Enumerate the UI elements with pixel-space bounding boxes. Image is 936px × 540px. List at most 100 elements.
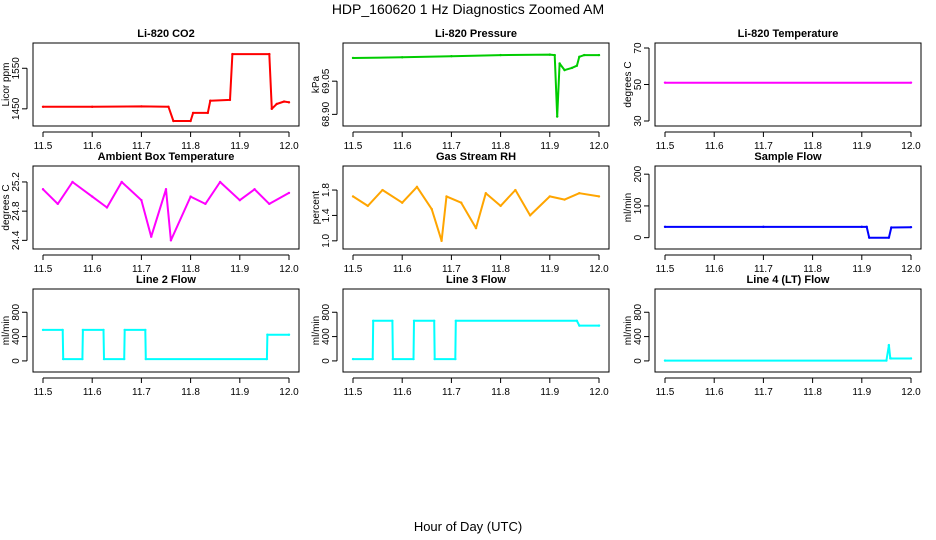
panel-title: Sample Flow <box>754 151 822 163</box>
data-point <box>253 188 256 191</box>
panel-title: Li-820 CO2 <box>137 28 194 40</box>
x-tick-label: 12.0 <box>901 387 921 398</box>
x-tick-label: 11.9 <box>852 387 871 398</box>
x-tick-label: 11.5 <box>34 141 53 152</box>
plot-frame <box>654 165 922 250</box>
x-tick-label: 11.5 <box>656 387 675 398</box>
y-tick-label: 0 <box>633 358 644 364</box>
data-point <box>140 199 143 202</box>
data-point <box>909 357 913 360</box>
data-point <box>887 236 891 239</box>
x-tick-label: 12.0 <box>589 387 609 398</box>
data-point <box>450 54 453 58</box>
data-point <box>528 214 532 217</box>
data-point <box>474 226 478 230</box>
data-point <box>663 225 667 229</box>
x-tick-label: 11.5 <box>344 141 363 152</box>
y-tick-label: 800 <box>11 303 22 320</box>
panel-title: Line 3 Flow <box>446 274 506 286</box>
y-axis-label: Licor ppm <box>1 63 12 107</box>
data-point <box>415 185 419 189</box>
x-tick-label: 11.6 <box>705 141 724 152</box>
data-point <box>218 180 222 184</box>
data-point <box>381 188 384 192</box>
data-point <box>762 225 765 229</box>
data-point <box>351 56 355 60</box>
x-tick-label: 11.9 <box>540 387 559 398</box>
data-point <box>102 357 106 361</box>
data-point <box>120 180 123 184</box>
x-tick-label: 12.0 <box>901 264 921 275</box>
data-point <box>432 319 436 322</box>
x-tick-label: 11.6 <box>393 264 412 275</box>
x-tick-label: 12.0 <box>589 141 609 152</box>
x-tick-label: 11.7 <box>442 141 461 152</box>
data-point <box>270 107 273 111</box>
y-tick-label: 1.4 <box>321 208 332 222</box>
panel-line-2-flow: Line 2 Flow 11.5 11.6 11.7 11.8 11.9 12.0 0 400 8… <box>1 274 300 398</box>
y-axis-label: ml/min <box>623 193 634 222</box>
data-point <box>890 226 893 229</box>
data-point <box>433 357 436 361</box>
data-point <box>287 101 291 104</box>
data-point <box>144 357 148 361</box>
data-point <box>514 188 517 192</box>
y-axis-label: ml/min <box>1 316 12 345</box>
plot-frame <box>342 288 610 373</box>
data-point <box>575 64 579 67</box>
data-point <box>371 319 375 322</box>
x-tick-label: 11.9 <box>540 264 559 275</box>
panel-line-3-flow: Line 3 Flow 11.5 11.6 11.7 11.8 11.9 12.0 0 400 8… <box>311 274 610 398</box>
y-tick-label: 0 <box>321 358 332 364</box>
x-tick-label: 11.6 <box>705 264 724 275</box>
x-tick-label: 11.9 <box>852 141 871 152</box>
series-line-gas-stream-rh <box>352 185 600 242</box>
data-point <box>371 357 374 361</box>
data-point <box>865 225 868 229</box>
data-point <box>440 239 443 243</box>
data-point <box>430 207 433 211</box>
x-tick-label: 11.6 <box>83 264 102 275</box>
data-point <box>578 324 581 327</box>
data-point <box>412 319 416 322</box>
data-point <box>391 357 395 361</box>
series-line-line-3-flow <box>353 319 599 361</box>
data-point <box>91 105 94 109</box>
chart-panels: Li-820 CO2 11.5 11.6 11.7 11.8 11.9 12.0 1450 15… <box>1 28 922 398</box>
y-tick-label: 25.2 <box>11 172 22 192</box>
data-point <box>578 55 581 59</box>
data-point <box>105 206 109 209</box>
data-point <box>548 195 551 198</box>
panel-title: Li-820 Temperature <box>738 28 839 40</box>
panel-ambient-box-temperature: Ambient Box Temperature 11.5 11.6 11.7 11.8 1… <box>1 151 300 275</box>
y-tick-label: 68.90 <box>321 101 332 126</box>
x-tick-label: 11.8 <box>181 387 200 398</box>
x-tick-label: 11.5 <box>34 264 53 275</box>
data-point <box>228 98 232 102</box>
x-tick-label: 11.7 <box>754 387 773 398</box>
data-point <box>597 195 601 198</box>
y-axis-label: kPa <box>311 75 322 93</box>
plot-frame <box>32 165 300 250</box>
data-point <box>597 324 601 327</box>
data-point <box>553 53 556 57</box>
data-point <box>268 52 271 56</box>
y-tick-label: 1450 <box>11 97 22 120</box>
series-line-li-820-pressure <box>352 53 599 118</box>
y-axis-label: ml/min <box>623 316 634 345</box>
x-tick-label: 11.7 <box>442 387 461 398</box>
data-point <box>445 195 448 198</box>
data-point <box>150 235 153 238</box>
data-point <box>41 105 45 109</box>
data-point <box>61 357 65 361</box>
y-tick-label: 1.0 <box>321 233 332 247</box>
x-tick-label: 11.7 <box>754 141 773 152</box>
panel-gas-stream-rh: Gas Stream RH 11.5 11.6 11.7 11.8 11.9 12.0 1.0… <box>311 151 610 275</box>
data-point <box>663 81 667 84</box>
y-tick-label: 30 <box>633 115 644 127</box>
x-tick-label: 11.8 <box>491 387 510 398</box>
data-point <box>191 111 195 115</box>
data-point <box>204 202 207 206</box>
y-axis-label: degrees C <box>1 184 12 230</box>
data-point <box>548 53 551 56</box>
